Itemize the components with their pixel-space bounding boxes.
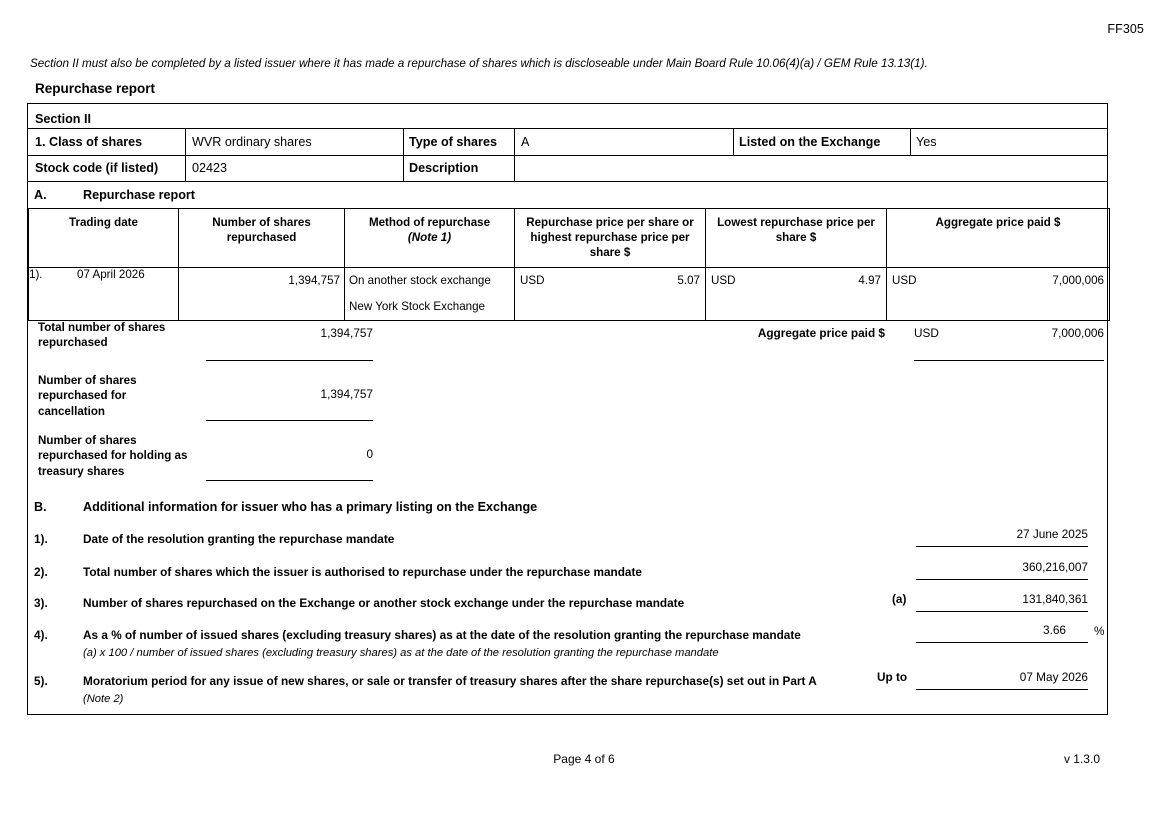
item-4-rule <box>916 642 1088 643</box>
type-of-shares-label: Type of shares <box>409 135 497 149</box>
form-code: FF305 <box>1107 22 1144 36</box>
row-method-line2: New York Stock Exchange <box>349 300 485 314</box>
item-4-main: As a % of number of issued shares (exclu… <box>83 628 801 642</box>
section-a-title: Repurchase report <box>83 188 195 202</box>
item-1-value: 27 June 2025 <box>1016 527 1088 541</box>
col-lowest-price: Lowest repurchase price per share $ <box>705 207 887 269</box>
total-shares-value: 1,394,757 <box>320 326 373 340</box>
row-aggregate-amount: 7,000,006 <box>1052 274 1104 288</box>
row-lowest-amount: 4.97 <box>858 274 881 288</box>
cancellation-shares-value: 1,394,757 <box>320 387 373 401</box>
row-index: 1). <box>29 268 43 282</box>
main-frame: Section II 1. Class of shares WVR ordina… <box>27 103 1110 715</box>
col-aggregate-price: Aggregate price paid $ <box>886 207 1110 269</box>
total-shares-label: Total number of shares repurchased <box>38 321 166 350</box>
cell-shares-repurchased: 1,394,757 <box>178 267 345 322</box>
item-5-rule <box>916 689 1088 690</box>
row-lowest-currency: USD <box>711 274 736 288</box>
item-5-prefix: Up to <box>877 670 908 684</box>
item-4-text: As a % of number of issued shares (exclu… <box>83 628 883 660</box>
cell-method: On another stock exchange New York Stock… <box>344 267 515 322</box>
col-trading-date: Trading date <box>28 207 179 269</box>
item-5-value: 07 May 2026 <box>1019 670 1088 684</box>
info-vline-5 <box>910 128 911 155</box>
total-shares-rule <box>206 360 373 361</box>
item-3-rule <box>916 611 1088 612</box>
treasury-shares-value: 0 <box>366 447 373 461</box>
intro-note: Section II must also be completed by a l… <box>30 57 928 70</box>
table-row: 1). 07 April 2026 1,394,757 On another st… <box>28 267 1110 322</box>
item-4-value: 3.66 <box>1043 623 1066 637</box>
table-header-row: Trading date Number of shares repurchase… <box>28 207 1110 269</box>
divider-info-row2 <box>28 181 1107 182</box>
row-method-line1: On another stock exchange <box>349 274 491 288</box>
item-5-text: Moratorium period for any issue of new s… <box>83 674 873 706</box>
stock-code-label: Stock code (if listed) <box>35 161 159 175</box>
item-5-main: Moratorium period for any issue of new s… <box>83 674 817 688</box>
section-header: Section II <box>35 112 91 126</box>
item-1-rule <box>916 546 1088 547</box>
item-4-sub: (a) x 100 / number of issued shares (exc… <box>83 646 719 659</box>
item-5-number: 5). <box>34 674 48 688</box>
divider-info-row1 <box>28 155 1107 156</box>
stock-code-value: 02423 <box>192 161 228 175</box>
cell-lowest-price: USD 4.97 <box>705 267 887 322</box>
section-a-letter: A. <box>34 188 47 202</box>
aggregate-price-label: Aggregate price paid $ <box>757 326 885 340</box>
item-1-text: Date of the resolution granting the repu… <box>83 532 395 546</box>
row-price-currency: USD <box>520 274 545 288</box>
item-5-sub: (Note 2) <box>83 692 124 705</box>
row-price-amount: 5.07 <box>677 274 700 288</box>
row-trading-date: 07 April 2026 <box>77 268 145 282</box>
divider-section-header <box>28 128 1107 129</box>
row-aggregate-currency: USD <box>892 274 917 288</box>
aggregate-price-value: 7,000,006 <box>1051 326 1104 340</box>
section-b-letter: B. <box>34 500 47 514</box>
class-of-shares-value: WVR ordinary shares <box>192 135 312 149</box>
item-2-number: 2). <box>34 565 48 579</box>
section-b-title: Additional information for issuer who ha… <box>83 500 538 514</box>
item-3-text: Number of shares repurchased on the Exch… <box>83 596 685 610</box>
info-vline-1 <box>185 128 186 181</box>
treasury-shares-label: Number of shares repurchased for holding… <box>38 434 188 478</box>
item-3-number: 3). <box>34 596 48 610</box>
item-2-text: Total number of shares which the issuer … <box>83 565 642 579</box>
type-of-shares-value: A <box>521 135 530 149</box>
cancellation-shares-rule <box>206 420 373 421</box>
info-vline-3 <box>514 128 515 181</box>
col-method-of-repurchase: Method of repurchase (Note 1) <box>344 207 515 269</box>
aggregate-price-currency: USD <box>914 326 939 340</box>
aggregate-price-rule <box>914 360 1104 361</box>
item-2-rule <box>916 579 1088 580</box>
col-repurchase-price: Repurchase price per share or highest re… <box>514 207 706 269</box>
item-1-number: 1). <box>34 532 48 546</box>
info-vline-4 <box>733 128 734 155</box>
item-3-marker: (a) <box>892 592 907 606</box>
repurchase-table: Trading date Number of shares repurchase… <box>28 207 1110 322</box>
col-method-label: Method of repurchase <box>368 216 491 229</box>
item-4-number: 4). <box>34 628 48 642</box>
listed-on-exchange-value: Yes <box>916 135 937 149</box>
col-method-note: (Note 1) <box>407 230 452 244</box>
cell-trading-date: 1). 07 April 2026 <box>28 267 179 322</box>
treasury-shares-rule <box>206 480 373 481</box>
row-shares-repurchased: 1,394,757 <box>288 274 340 288</box>
description-label: Description <box>409 161 479 175</box>
listed-on-exchange-label: Listed on the Exchange <box>739 135 881 149</box>
item-2-value: 360,216,007 <box>1022 560 1088 574</box>
class-of-shares-label: 1. Class of shares <box>35 135 143 149</box>
cell-repurchase-price: USD 5.07 <box>514 267 706 322</box>
page-title: Repurchase report <box>35 81 156 96</box>
col-shares-repurchased: Number of shares repurchased <box>178 207 345 269</box>
item-4-percent-sign: % <box>1094 624 1105 638</box>
footer-version: v 1.3.0 <box>1063 752 1100 766</box>
cell-aggregate-price: USD 7,000,006 <box>886 267 1110 322</box>
info-vline-2 <box>403 128 404 181</box>
item-3-value: 131,840,361 <box>1022 592 1088 606</box>
cancellation-shares-label: Number of shares repurchased for cancell… <box>38 374 137 418</box>
footer-page-number: Page 4 of 6 <box>553 752 615 766</box>
